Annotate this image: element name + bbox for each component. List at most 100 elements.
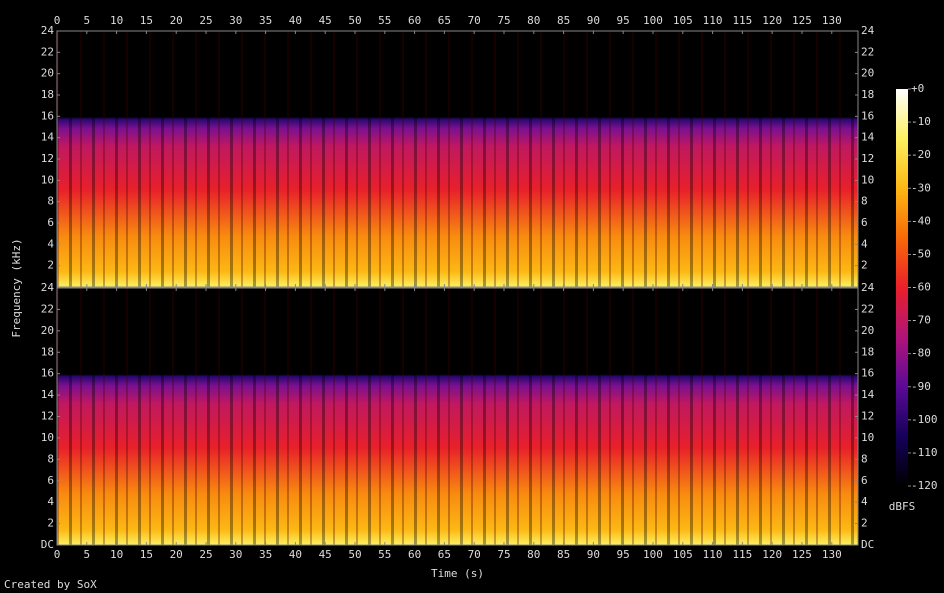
y-tick-label: 8 (47, 452, 54, 465)
y-tick-label: 16 (861, 109, 874, 122)
y-tick-label: 4 (47, 495, 54, 508)
x-tick-label: 30 (229, 14, 242, 27)
y-tick-label: 24 (41, 281, 55, 294)
y-tick-label: 22 (41, 302, 54, 315)
y-tick-label: DC (41, 538, 54, 551)
y-tick-label: 18 (861, 345, 874, 358)
x-tick-label: 10 (110, 14, 123, 27)
x-tick-label: 0 (54, 548, 61, 561)
y-tick-label: 22 (41, 45, 54, 58)
y-tick-label: 24 (861, 281, 875, 294)
y-tick-label: 18 (861, 88, 874, 101)
y-tick-label: 14 (861, 131, 875, 144)
y-tick-label: 20 (861, 324, 874, 337)
x-tick-label: 65 (438, 14, 451, 27)
y-tick-label: 18 (41, 88, 54, 101)
x-tick-label: 95 (617, 548, 630, 561)
x-tick-label: 120 (762, 14, 782, 27)
y-tick-label: 6 (47, 474, 54, 487)
y-tick-label: 12 (861, 410, 874, 423)
y-tick-label: 16 (41, 109, 54, 122)
x-tick-label: 85 (557, 14, 570, 27)
y-tick-label: 6 (861, 216, 868, 229)
colorbar-tick-label: -40 (911, 214, 931, 227)
spectrogram-texture (57, 288, 858, 545)
x-tick-label: 15 (140, 548, 153, 561)
x-tick-label: 130 (822, 548, 842, 561)
y-tick-label: 2 (861, 259, 868, 272)
x-tick-label: 65 (438, 548, 451, 561)
colorbar-tick-label: -120 (911, 479, 938, 492)
x-axis-label: Time (s) (431, 567, 484, 580)
x-tick-label: 25 (199, 14, 212, 27)
y-tick-label: 20 (41, 324, 54, 337)
y-tick-label: 20 (861, 67, 874, 80)
x-tick-label: 95 (617, 14, 630, 27)
y-tick-label: 8 (861, 195, 868, 208)
spectrogram-texture (57, 31, 858, 287)
x-tick-label: 120 (762, 548, 782, 561)
x-tick-label: 50 (348, 548, 361, 561)
footer: Created by SoX (4, 578, 97, 591)
y-tick-label: 6 (861, 474, 868, 487)
x-tick-label: 75 (497, 548, 510, 561)
y-tick-label: 12 (41, 152, 54, 165)
y-tick-label: 2 (861, 517, 868, 530)
y-tick-label: DC (861, 538, 874, 551)
y-tick-label: 6 (47, 216, 54, 229)
y-tick-label: 10 (41, 431, 54, 444)
x-tick-label: 45 (319, 14, 332, 27)
x-tick-label: 125 (792, 548, 812, 561)
x-tick-label: 35 (259, 548, 272, 561)
y-tick-label: 20 (41, 67, 54, 80)
x-tick-label: 70 (468, 548, 481, 561)
y-tick-label: 8 (47, 195, 54, 208)
y-tick-label: 10 (41, 173, 54, 186)
x-tick-label: 55 (378, 14, 391, 27)
x-tick-label: 80 (527, 548, 540, 561)
x-tick-label: 115 (732, 14, 752, 27)
x-tick-label: 20 (170, 14, 183, 27)
x-tick-label: 110 (703, 14, 723, 27)
x-tick-label: 90 (587, 548, 600, 561)
y-tick-label: 4 (861, 495, 868, 508)
y-tick-label: 24 (41, 24, 55, 37)
colorbar-tick-label: -70 (911, 314, 931, 327)
x-tick-label: 50 (348, 14, 361, 27)
colorbar-tick-label: -10 (911, 115, 931, 128)
y-tick-label: 10 (861, 173, 874, 186)
colorbar-tick-label: -80 (911, 347, 931, 360)
colorbar-tick-label: -50 (911, 247, 931, 260)
x-tick-label: 110 (703, 548, 723, 561)
colorbar-title: dBFS (889, 500, 916, 513)
x-tick-label: 90 (587, 14, 600, 27)
x-tick-label: 75 (497, 14, 510, 27)
x-tick-label: 35 (259, 14, 272, 27)
x-tick-label: 60 (408, 548, 421, 561)
x-tick-label: 100 (643, 548, 663, 561)
colorbar-tick-label: -110 (911, 446, 938, 459)
x-tick-label: 45 (319, 548, 332, 561)
x-tick-label: 15 (140, 14, 153, 27)
y-tick-label: 24 (861, 24, 875, 37)
x-tick-label: 0 (54, 14, 61, 27)
colorbar-tick-label: -90 (911, 380, 931, 393)
colorbar-tick-label: -60 (911, 281, 931, 294)
y-tick-label: 16 (41, 367, 54, 380)
x-tick-label: 115 (732, 548, 752, 561)
colorbar (896, 89, 908, 486)
colorbar-tick-label: -30 (911, 181, 931, 194)
x-tick-label: 125 (792, 14, 812, 27)
x-tick-label: 55 (378, 548, 391, 561)
x-tick-label: 30 (229, 548, 242, 561)
x-tick-label: 105 (673, 548, 693, 561)
y-tick-label: 12 (41, 410, 54, 423)
x-tick-label: 25 (199, 548, 212, 561)
x-tick-label: 70 (468, 14, 481, 27)
y-tick-label: 22 (861, 302, 874, 315)
y-tick-label: 18 (41, 345, 54, 358)
y-tick-label: 4 (47, 237, 54, 250)
y-tick-label: 2 (47, 517, 54, 530)
y-axis-label: Frequency (kHz) (10, 238, 23, 337)
x-tick-label: 20 (170, 548, 183, 561)
